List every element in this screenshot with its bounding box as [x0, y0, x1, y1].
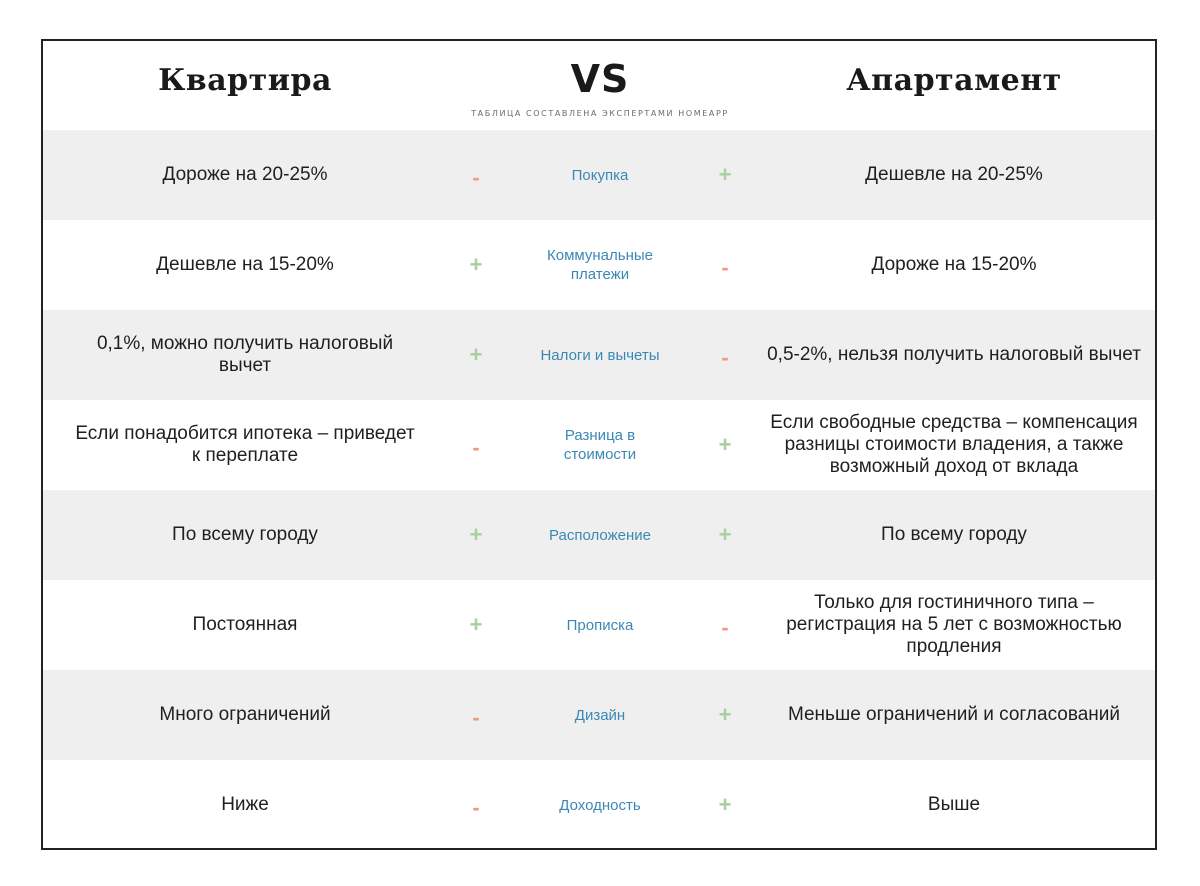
- criterion-label: Доходность: [559, 796, 641, 814]
- right-value: Если свободные средства – компенсация ра…: [770, 412, 1138, 477]
- right-sign: -: [721, 615, 729, 640]
- right-value: Только для гостиничного типа – регистрац…: [786, 592, 1122, 657]
- criterion-label: Налоги и вычеты: [540, 346, 660, 364]
- right-sign: +: [718, 432, 732, 457]
- left-value: Ниже: [221, 794, 269, 815]
- right-value: По всему городу: [881, 524, 1027, 545]
- right-sign: +: [718, 792, 732, 817]
- versus-label: VS: [570, 57, 630, 101]
- criterion-label: Расположение: [549, 526, 651, 544]
- table-row: По всему городу + Расположение + По всем…: [43, 490, 1155, 580]
- criterion-label: Покупка: [571, 166, 629, 184]
- table-row: Много ограничений - Дизайн + Меньше огра…: [43, 670, 1155, 760]
- apartment-column-title: Квартира: [158, 63, 332, 98]
- table-row: 0,1%, можно получить налоговый вычет + Н…: [43, 310, 1155, 400]
- table-body: Дороже на 20-25% - Покупка + Дешевле на …: [43, 130, 1155, 848]
- right-sign: -: [721, 255, 729, 280]
- right-sign: +: [718, 162, 732, 187]
- right-sign: +: [718, 522, 732, 547]
- criterion-label: Коммунальные платежи: [547, 247, 653, 283]
- left-value: 0,1%, можно получить налоговый вычет: [96, 333, 394, 376]
- left-sign: +: [469, 252, 483, 277]
- left-sign: -: [472, 165, 480, 190]
- right-sign: +: [718, 702, 732, 727]
- table-subtitle: ТАБЛИЦА СОСТАВЛЕНА ЭКСПЕРТАМИ НОМЕАРР: [471, 109, 729, 118]
- right-value: Меньше ограничений и согласований: [787, 704, 1121, 725]
- left-sign: +: [469, 612, 483, 637]
- table-row: Дороже на 20-25% - Покупка + Дешевле на …: [43, 130, 1155, 220]
- right-value: Выше: [927, 794, 981, 815]
- table-row: Ниже - Доходность + Выше: [43, 760, 1155, 848]
- right-value: 0,5-2%, нельзя получить налоговый вычет: [767, 344, 1141, 365]
- left-value: По всему городу: [172, 524, 318, 545]
- criterion-label: Прописка: [566, 616, 634, 634]
- table-row: Дешевле на 15-20% + Коммунальные платежи…: [43, 220, 1155, 310]
- left-sign: -: [472, 795, 480, 820]
- right-value: Дешевле на 20-25%: [865, 164, 1043, 185]
- right-value: Дороже на 15-20%: [871, 254, 1037, 275]
- left-sign: -: [472, 435, 480, 460]
- apartment-hotel-column-title: Апартамент: [846, 63, 1062, 98]
- table-row: Постоянная + Прописка - Только для гости…: [43, 580, 1155, 670]
- criterion-label: Разница в стоимости: [563, 427, 637, 463]
- criterion-label: Дизайн: [574, 706, 626, 724]
- left-value: Постоянная: [192, 614, 298, 635]
- left-sign: +: [469, 522, 483, 547]
- table-row: Если понадобится ипотека – приведет к пе…: [43, 400, 1155, 490]
- right-sign: -: [721, 345, 729, 370]
- left-value: Если понадобится ипотека – приведет к пе…: [75, 423, 415, 466]
- left-value: Много ограничений: [159, 704, 331, 725]
- left-value: Дороже на 20-25%: [162, 164, 328, 185]
- left-sign: +: [469, 342, 483, 367]
- comparison-table: Квартира VS ТАБЛИЦА СОСТАВЛЕНА ЭКСПЕРТАМ…: [41, 39, 1157, 850]
- table-header: Квартира VS ТАБЛИЦА СОСТАВЛЕНА ЭКСПЕРТАМ…: [43, 41, 1155, 130]
- left-sign: -: [472, 705, 480, 730]
- left-value: Дешевле на 15-20%: [156, 254, 334, 275]
